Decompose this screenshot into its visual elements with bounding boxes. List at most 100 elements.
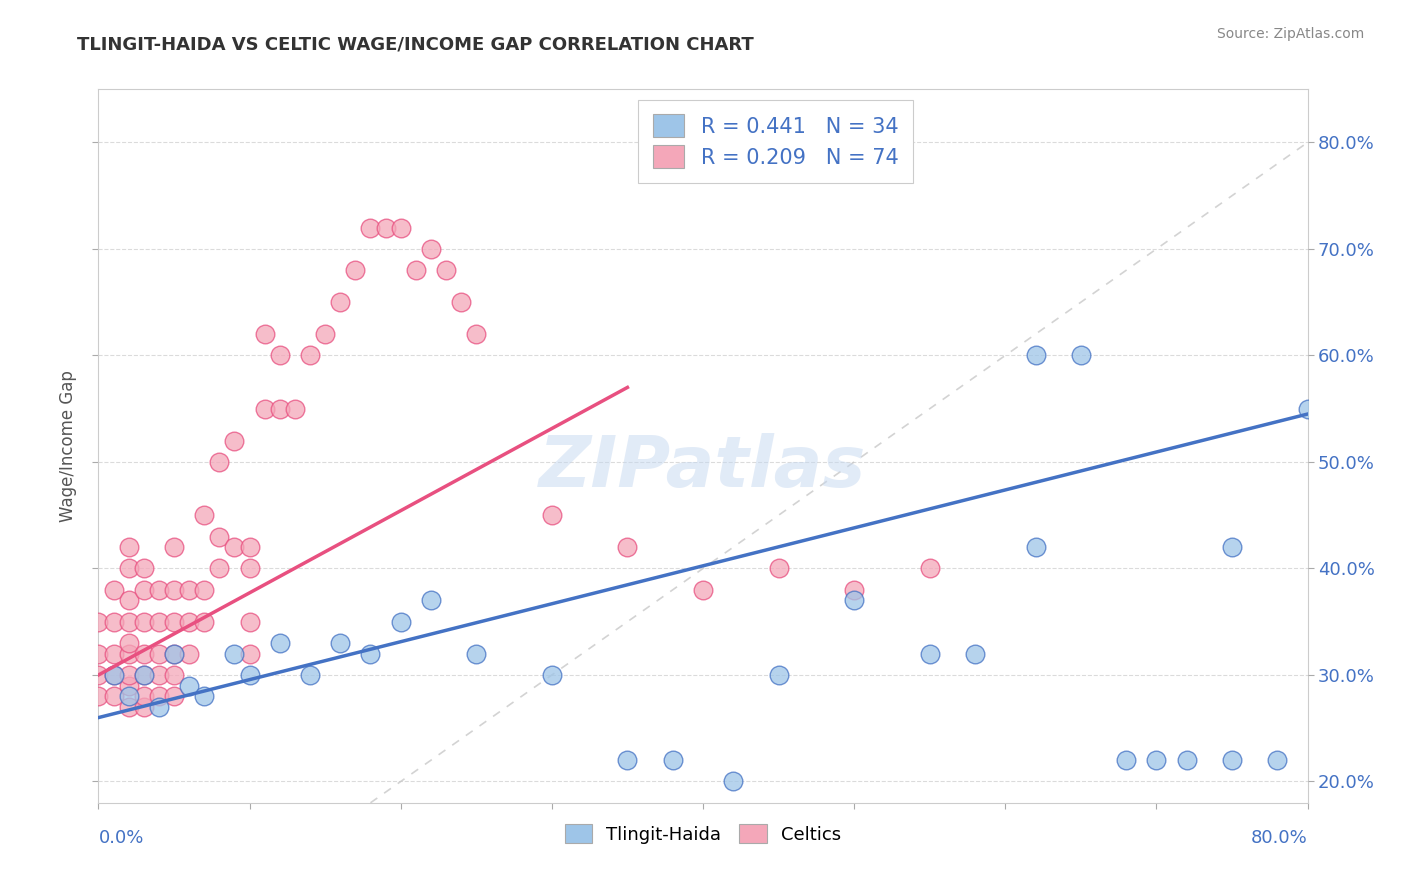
Point	[465, 647, 488, 661]
Point	[918, 561, 941, 575]
Point	[148, 647, 170, 661]
Point	[103, 668, 125, 682]
Point	[224, 540, 246, 554]
Point	[148, 582, 170, 597]
Point	[87, 615, 110, 629]
Point	[299, 349, 322, 363]
Point	[284, 401, 307, 416]
Point	[208, 561, 231, 575]
Point	[224, 647, 246, 661]
Point	[118, 561, 141, 575]
Point	[118, 647, 141, 661]
Point	[193, 582, 215, 597]
Point	[87, 668, 110, 682]
Point	[918, 647, 941, 661]
Y-axis label: Wage/Income Gap: Wage/Income Gap	[59, 370, 77, 522]
Point	[1220, 753, 1243, 767]
Point	[193, 690, 215, 704]
Point	[87, 690, 110, 704]
Point	[132, 561, 155, 575]
Point	[103, 668, 125, 682]
Point	[616, 540, 638, 554]
Point	[179, 582, 201, 597]
Point	[103, 690, 125, 704]
Point	[299, 668, 322, 682]
Legend: Tlingit-Haida, Celtics: Tlingit-Haida, Celtics	[550, 809, 856, 858]
Point	[1267, 753, 1289, 767]
Point	[314, 327, 336, 342]
Text: 0.0%: 0.0%	[98, 830, 143, 847]
Point	[329, 295, 352, 310]
Point	[118, 679, 141, 693]
Point	[389, 615, 412, 629]
Point	[148, 700, 170, 714]
Point	[163, 647, 186, 661]
Point	[132, 690, 155, 704]
Point	[1296, 401, 1319, 416]
Point	[253, 401, 276, 416]
Point	[87, 647, 110, 661]
Point	[148, 668, 170, 682]
Point	[118, 615, 141, 629]
Point	[118, 540, 141, 554]
Point	[692, 582, 714, 597]
Point	[405, 263, 427, 277]
Point	[179, 679, 201, 693]
Point	[723, 774, 745, 789]
Point	[118, 700, 141, 714]
Point	[616, 753, 638, 767]
Point	[224, 434, 246, 448]
Point	[389, 220, 412, 235]
Point	[132, 582, 155, 597]
Point	[163, 540, 186, 554]
Point	[103, 647, 125, 661]
Point	[420, 593, 443, 607]
Point	[208, 455, 231, 469]
Text: ZIPatlas: ZIPatlas	[540, 433, 866, 502]
Point	[269, 349, 291, 363]
Point	[239, 615, 262, 629]
Point	[360, 220, 382, 235]
Point	[179, 647, 201, 661]
Point	[269, 636, 291, 650]
Point	[540, 508, 562, 523]
Point	[465, 327, 488, 342]
Point	[1024, 349, 1046, 363]
Point	[540, 668, 562, 682]
Point	[193, 615, 215, 629]
Point	[132, 647, 155, 661]
Point	[661, 753, 683, 767]
Point	[965, 647, 987, 661]
Point	[1070, 349, 1092, 363]
Point	[1144, 753, 1167, 767]
Point	[420, 242, 443, 256]
Point	[163, 668, 186, 682]
Point	[132, 615, 155, 629]
Point	[148, 690, 170, 704]
Point	[269, 401, 291, 416]
Point	[329, 636, 352, 650]
Point	[163, 647, 186, 661]
Point	[163, 690, 186, 704]
Point	[1024, 540, 1046, 554]
Point	[253, 327, 276, 342]
Point	[768, 668, 790, 682]
Point	[132, 668, 155, 682]
Point	[103, 582, 125, 597]
Point	[344, 263, 367, 277]
Point	[239, 647, 262, 661]
Point	[148, 615, 170, 629]
Point	[239, 668, 262, 682]
Point	[360, 647, 382, 661]
Point	[193, 508, 215, 523]
Point	[179, 615, 201, 629]
Point	[844, 593, 866, 607]
Point	[118, 690, 141, 704]
Point	[768, 561, 790, 575]
Point	[118, 593, 141, 607]
Point	[1115, 753, 1137, 767]
Text: TLINGIT-HAIDA VS CELTIC WAGE/INCOME GAP CORRELATION CHART: TLINGIT-HAIDA VS CELTIC WAGE/INCOME GAP …	[77, 36, 754, 54]
Point	[132, 668, 155, 682]
Point	[163, 615, 186, 629]
Point	[1220, 540, 1243, 554]
